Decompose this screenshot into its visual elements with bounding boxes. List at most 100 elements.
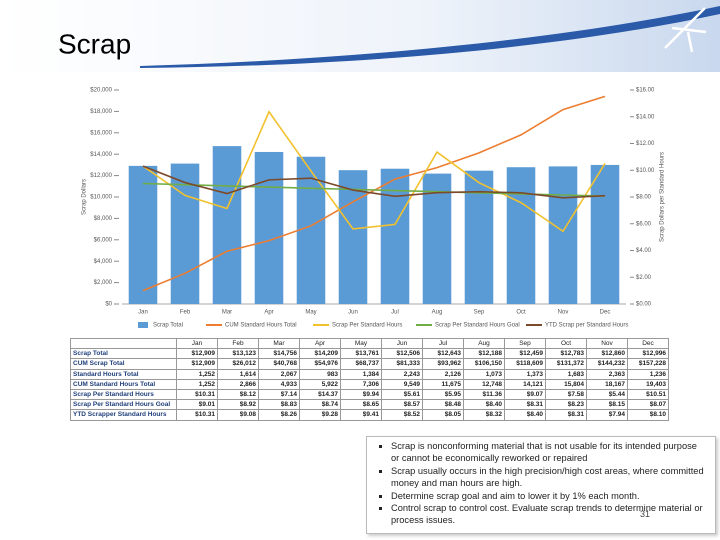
table-cell: $81,333 — [381, 358, 423, 370]
table-cell: $8.12 — [217, 388, 259, 401]
y-tick-label: $2,000 — [94, 280, 113, 286]
bar — [422, 173, 452, 304]
table-cell: $54,976 — [299, 358, 341, 370]
table-cell: $8.32 — [463, 409, 505, 421]
table-row: CUM Standard Hours Total 1,252 2,866 4,933 5… — [70, 378, 669, 390]
notes-box: Scrap is nonconforming material that is … — [366, 436, 716, 534]
table-row: Scrap Per Standard Hours $10.31 $8.12 $7.14… — [70, 388, 669, 401]
x-tick-label: Jan — [138, 310, 148, 316]
table-cell: $8.83 — [258, 399, 300, 411]
legend-label: Scrap Per Standard Hours Goal — [435, 323, 520, 329]
table-cell: $9.08 — [217, 409, 259, 421]
y-tick-label: $10,000 — [90, 195, 112, 201]
table-column-header: Apr — [299, 337, 341, 350]
x-tick-label: Dec — [600, 310, 611, 316]
table-cell: 2,243 — [381, 368, 423, 380]
table-cell: $9.07 — [504, 388, 546, 401]
table-cell: $68,737 — [340, 358, 382, 370]
table-cell: $13,761 — [340, 348, 382, 360]
table-cell: $12,996 — [627, 348, 669, 360]
legend-swatch — [138, 322, 148, 328]
x-tick-label: Sep — [474, 310, 485, 316]
line-series — [142, 110, 606, 233]
table-column-header: Jun — [381, 337, 423, 350]
y-tick-label: $20,000 — [90, 88, 112, 94]
legend-label: YTD Scrap per Standard Hours — [545, 323, 628, 329]
y2-axis-title: Scrap Dollars per Standard Hours — [660, 152, 666, 242]
bullet-item: Determine scrap goal and aim to lower it… — [391, 490, 707, 502]
bar — [464, 170, 494, 304]
table-cell: $12,909 — [176, 358, 218, 370]
table-cell: $12,909 — [176, 348, 218, 360]
table-row-label: YTD Scrapper Standard Hours — [70, 409, 177, 421]
table-row: Scrap Per Standard Hours Goal $9.01 $8.92 $… — [70, 399, 669, 411]
y-tick-label: $6,000 — [94, 237, 113, 243]
table-cell: $157,228 — [627, 358, 669, 370]
table-cell: $118,609 — [504, 358, 546, 370]
bullet-item: Scrap is nonconforming material that is … — [391, 440, 707, 465]
table-cell: $8.10 — [627, 409, 669, 421]
table-row-label: Scrap Total — [70, 348, 177, 360]
table-row: CUM Scrap Total $12,909 $26,012 $40,768 $54,… — [70, 358, 669, 370]
table-cell: $8.40 — [463, 399, 505, 411]
legend-label: Scrap Per Standard Hours — [332, 323, 402, 329]
slide-title: Scrap — [58, 28, 131, 59]
table-column-header: May — [340, 337, 382, 350]
table-cell: $8.52 — [381, 409, 423, 421]
bar — [380, 168, 410, 304]
y2-tick-label: $8.00 — [636, 195, 652, 201]
table-cell: $14,756 — [258, 348, 300, 360]
bar — [254, 151, 284, 304]
table-cell: 983 — [299, 368, 341, 380]
bullet-list: Scrap is nonconforming material that is … — [381, 440, 707, 527]
table-cell: $8.48 — [422, 399, 464, 411]
y-axis-title: Scrap Dollars — [82, 179, 88, 215]
table-header-row: Jan Feb Mar Apr May Jun Jul Aug Sep Oct Nov Dec — [70, 337, 669, 350]
table-cell: $7.94 — [586, 409, 628, 421]
table-cell: $8.31 — [545, 409, 587, 421]
table-column-header: Jan — [176, 337, 218, 350]
table-cell: $8.05 — [422, 409, 464, 421]
table-cell: $14,209 — [299, 348, 341, 360]
y-tick-label: $14,000 — [90, 152, 112, 158]
table-cell: $7.58 — [545, 388, 587, 401]
table-cell: 1,252 — [176, 378, 218, 390]
table-cell: 19,403 — [627, 378, 669, 390]
table-cell: 1,614 — [217, 368, 259, 380]
y-tick-label: $8,000 — [94, 216, 113, 222]
table-cell: $8.26 — [258, 409, 300, 421]
x-tick-label: Aug — [432, 310, 443, 316]
table-cell: 9,549 — [381, 378, 423, 390]
table-cell: $40,768 — [258, 358, 300, 370]
table-cell: $8.23 — [545, 399, 587, 411]
bar — [590, 164, 620, 304]
legend-label: CUM Standard Hours Total — [225, 323, 297, 329]
table-row-label: CUM Standard Hours Total — [70, 378, 177, 390]
table-cell: $12,783 — [545, 348, 587, 360]
y-tick-label: $12,000 — [90, 173, 112, 179]
table-cell: $14.37 — [299, 388, 341, 401]
y-tick-label: $16,000 — [90, 130, 112, 136]
y2-tick-label: $12.00 — [636, 141, 655, 147]
table-cell: 1,384 — [340, 368, 382, 380]
table-cell: $12,459 — [504, 348, 546, 360]
table-row: Standard Hours Total 1,252 1,614 2,067 983 1,… — [70, 368, 669, 380]
table-cell: 18,167 — [586, 378, 628, 390]
table-cell: $10.31 — [176, 409, 218, 421]
table-cell: 5,922 — [299, 378, 341, 390]
table-cell: $8.57 — [381, 399, 423, 411]
y2-tick-label: $0.00 — [636, 302, 652, 308]
table-cell: $12,188 — [463, 348, 505, 360]
table-column-header: Oct — [545, 337, 587, 350]
table-cell: $9.01 — [176, 399, 218, 411]
logo — [664, 7, 707, 53]
table-cell: $93,962 — [422, 358, 464, 370]
table-column-header: Feb — [217, 337, 259, 350]
table-cell: $12,860 — [586, 348, 628, 360]
table-column-header: Nov — [586, 337, 628, 350]
bar — [170, 163, 200, 304]
table-cell: $9.28 — [299, 409, 341, 421]
table-cell: 1,373 — [504, 368, 546, 380]
y2-tick-label: $16.00 — [636, 88, 655, 94]
